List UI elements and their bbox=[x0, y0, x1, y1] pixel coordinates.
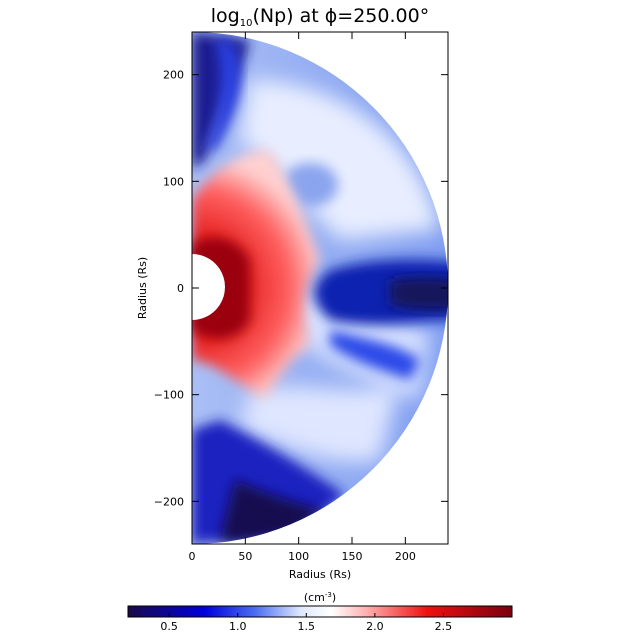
blue-region-lower-arm bbox=[330, 330, 420, 380]
y-tick-label: −200 bbox=[154, 495, 184, 508]
x-tick-label: 0 bbox=[189, 550, 196, 563]
x-ticks: 0 50 100 150 200 bbox=[189, 32, 416, 563]
y-tick-label: 200 bbox=[163, 69, 184, 82]
colorbar-tick-label: 2.0 bbox=[366, 620, 384, 633]
colorbar-unit: (cm-3) bbox=[304, 591, 336, 604]
colorbar-unit-main: (cm bbox=[304, 591, 325, 604]
y-tick-label: −100 bbox=[154, 389, 184, 402]
x-tick-label: 50 bbox=[238, 550, 252, 563]
colorbar-unit-close: ) bbox=[332, 591, 336, 604]
light-region-lower bbox=[240, 380, 400, 463]
high-density-inner bbox=[192, 237, 250, 339]
blue-blob-upper bbox=[282, 163, 338, 207]
colorbar-ticks: 0.5 1.0 1.5 2.0 2.5 bbox=[160, 613, 452, 633]
light-region-upper bbox=[240, 80, 440, 240]
title-rest: (Np) at ϕ=250.00° bbox=[252, 5, 429, 27]
colorbar-tick-label: 1.5 bbox=[298, 620, 316, 633]
title-main: log bbox=[211, 5, 240, 27]
x-axis-label: Radius (Rs) bbox=[289, 568, 351, 581]
y-tick-label: 100 bbox=[163, 175, 184, 188]
colorbar-tick-label: 1.0 bbox=[229, 620, 247, 633]
y-axis-label: Radius (Rs) bbox=[136, 257, 149, 319]
y-tick-label: 0 bbox=[177, 282, 184, 295]
colorbar bbox=[127, 605, 513, 618]
colorbar-tick-label: 2.5 bbox=[435, 620, 453, 633]
chart-title: log10(Np) at ϕ=250.00° bbox=[211, 5, 429, 29]
dark-region-top-blue bbox=[205, 40, 241, 150]
y-ticks: −200 −100 0 100 200 bbox=[154, 69, 448, 508]
colorbar-unit-sup: -3 bbox=[325, 591, 332, 599]
density-field bbox=[192, 32, 448, 544]
darkest-region-equator bbox=[390, 277, 448, 311]
title-subscript: 10 bbox=[240, 18, 253, 29]
x-tick-label: 100 bbox=[288, 550, 309, 563]
colorbar-tick-label: 0.5 bbox=[160, 620, 178, 633]
x-tick-label: 200 bbox=[395, 550, 416, 563]
x-tick-label: 150 bbox=[342, 550, 363, 563]
